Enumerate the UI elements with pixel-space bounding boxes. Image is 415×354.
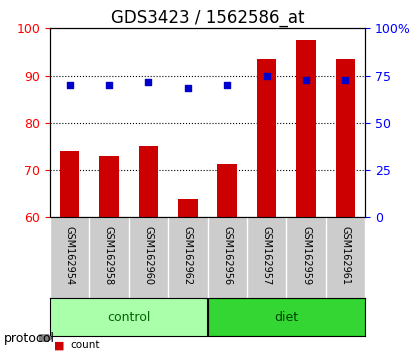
Text: GSM162962: GSM162962 [183,225,193,285]
Title: GDS3423 / 1562586_at: GDS3423 / 1562586_at [111,9,304,27]
Text: control: control [107,311,150,324]
Text: GSM162959: GSM162959 [301,225,311,285]
Text: GSM162958: GSM162958 [104,225,114,285]
Bar [139,145,158,217]
Point [105,82,112,88]
Text: count: count [71,340,100,350]
Text: GSM162956: GSM162956 [222,225,232,285]
Bar [99,156,119,217]
Point [303,78,309,83]
Point [145,79,152,85]
Bar [178,199,198,217]
Text: diet: diet [274,311,298,324]
Text: protocol: protocol [4,332,55,344]
Text: GSM162954: GSM162954 [64,225,75,285]
Bar [296,40,316,217]
Point [264,73,270,79]
Point [184,85,191,91]
Bar [336,59,355,217]
Bar [217,165,237,217]
Point [66,82,73,88]
Bar [60,151,79,217]
Text: GSM162957: GSM162957 [261,225,272,285]
Text: GSM162961: GSM162961 [340,225,351,285]
Point [342,78,349,83]
Text: ■: ■ [54,340,64,350]
Bar [257,59,276,217]
Text: GSM162960: GSM162960 [143,225,154,285]
Point [224,82,231,88]
